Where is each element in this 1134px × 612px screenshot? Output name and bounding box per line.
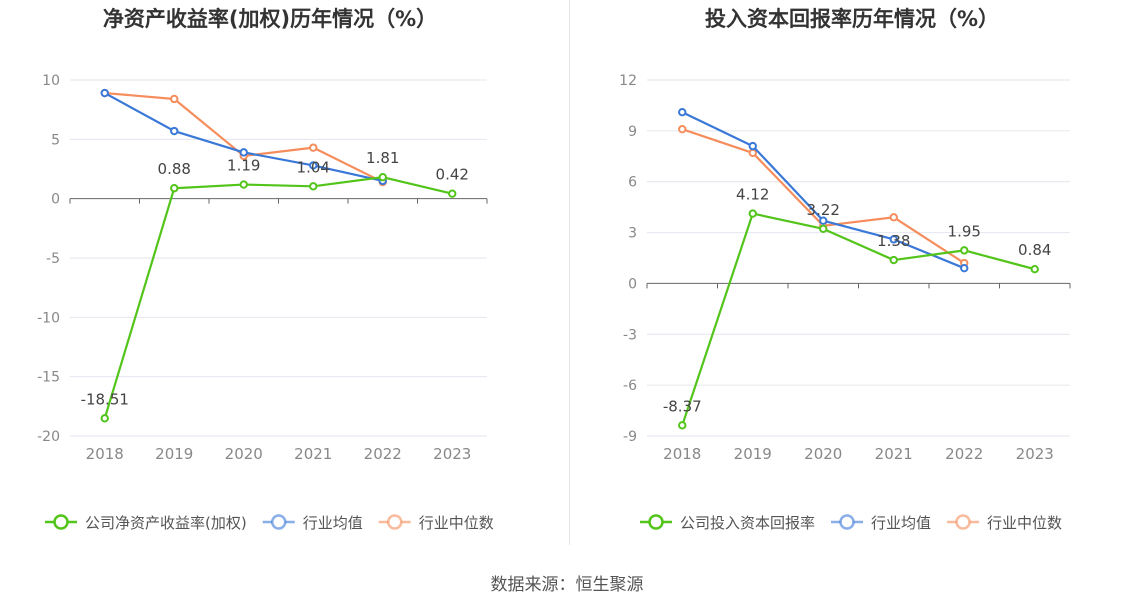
x-tick-label: 2020 [225, 445, 263, 463]
data-point [378, 172, 387, 182]
legend-marker [53, 514, 69, 530]
data-point [1030, 264, 1039, 274]
data-label: -8.37 [663, 397, 702, 415]
legend-label: 行业均值 [871, 514, 931, 532]
y-tick-label: -6 [623, 378, 637, 394]
data-label: 1.04 [297, 158, 330, 176]
data-point [309, 161, 318, 170]
legend-marker [648, 514, 664, 530]
y-tick-label: 5 [51, 132, 60, 148]
y-tick-label: -5 [46, 251, 60, 267]
x-tick-label: 2021 [294, 445, 332, 463]
legend-label: 行业中位数 [419, 514, 494, 532]
x-tick-label: 2023 [433, 445, 471, 463]
series-line-industry-median [681, 128, 965, 265]
y-tick-label: 9 [628, 124, 637, 140]
data-point [170, 184, 179, 193]
legend-label: 公司净资产收益率(加权) [85, 514, 247, 532]
data-point [678, 124, 687, 134]
data-point [448, 189, 457, 198]
data-label: 1.38 [877, 232, 910, 250]
legend-marker [386, 514, 403, 530]
data-label: 0.88 [158, 160, 191, 178]
chart-title: 净资产收益率(加权)历年情况（%） [103, 7, 437, 31]
data-point [889, 213, 898, 222]
x-tick-label: 2022 [364, 445, 402, 463]
panel-divider [569, 0, 570, 545]
legend-label: 行业中位数 [987, 514, 1062, 532]
data-source-note: 数据来源：恒生聚源 [490, 575, 644, 595]
data-label: 1.81 [366, 149, 399, 167]
data-point [819, 224, 828, 234]
data-point [889, 255, 898, 265]
data-point [960, 246, 969, 255]
x-tick-label: 2020 [804, 445, 842, 463]
data-point [309, 143, 318, 152]
data-point [748, 141, 757, 151]
legend-marker [839, 514, 855, 530]
y-tick-label: 3 [628, 226, 637, 242]
legend-label: 公司投入资本回报率 [680, 514, 815, 532]
x-tick-label: 2021 [875, 445, 913, 463]
chart-title: 投入资本回报率历年情况（%） [705, 7, 999, 31]
x-tick-label: 2022 [945, 445, 983, 463]
y-tick-label: 0 [628, 276, 637, 292]
data-label: 3.22 [807, 201, 840, 219]
x-tick-label: 2019 [734, 445, 772, 463]
data-label: 0.42 [436, 166, 469, 184]
x-tick-label: 2023 [1016, 445, 1054, 463]
y-tick-label: 10 [42, 73, 60, 89]
data-label: 4.12 [736, 186, 769, 204]
legend-marker [955, 514, 971, 530]
data-point [748, 209, 757, 218]
data-point [819, 216, 828, 225]
data-point [239, 148, 248, 157]
y-tick-label: 0 [51, 192, 60, 208]
data-point [960, 263, 969, 273]
y-tick-label: 6 [628, 175, 637, 191]
data-point [239, 180, 248, 189]
series-line-industry-mean [681, 111, 965, 270]
y-tick-label: 12 [619, 73, 637, 89]
series-line-company [681, 212, 1036, 426]
legend-label: 行业均值 [303, 514, 363, 532]
data-point [748, 148, 757, 158]
data-point [309, 182, 318, 191]
data-point [889, 235, 898, 244]
series-line-company [103, 176, 453, 419]
y-tick-label: -10 [37, 310, 60, 326]
y-tick-label: -15 [37, 370, 60, 386]
data-label: 1.95 [948, 222, 981, 240]
y-tick-label: -3 [623, 327, 637, 343]
data-point [170, 126, 179, 136]
data-label: 0.84 [1018, 241, 1051, 259]
x-tick-label: 2018 [86, 445, 124, 463]
y-tick-label: -9 [623, 429, 637, 445]
data-point [100, 88, 109, 98]
legend-marker [270, 514, 287, 530]
data-label: 1.19 [227, 157, 260, 175]
data-point [100, 414, 109, 423]
data-label: -18.51 [81, 390, 129, 408]
data-point [678, 421, 687, 430]
x-tick-label: 2018 [663, 445, 701, 463]
data-point [678, 108, 687, 117]
y-tick-label: -20 [37, 429, 60, 445]
x-tick-label: 2019 [155, 445, 193, 463]
data-point [170, 94, 179, 104]
